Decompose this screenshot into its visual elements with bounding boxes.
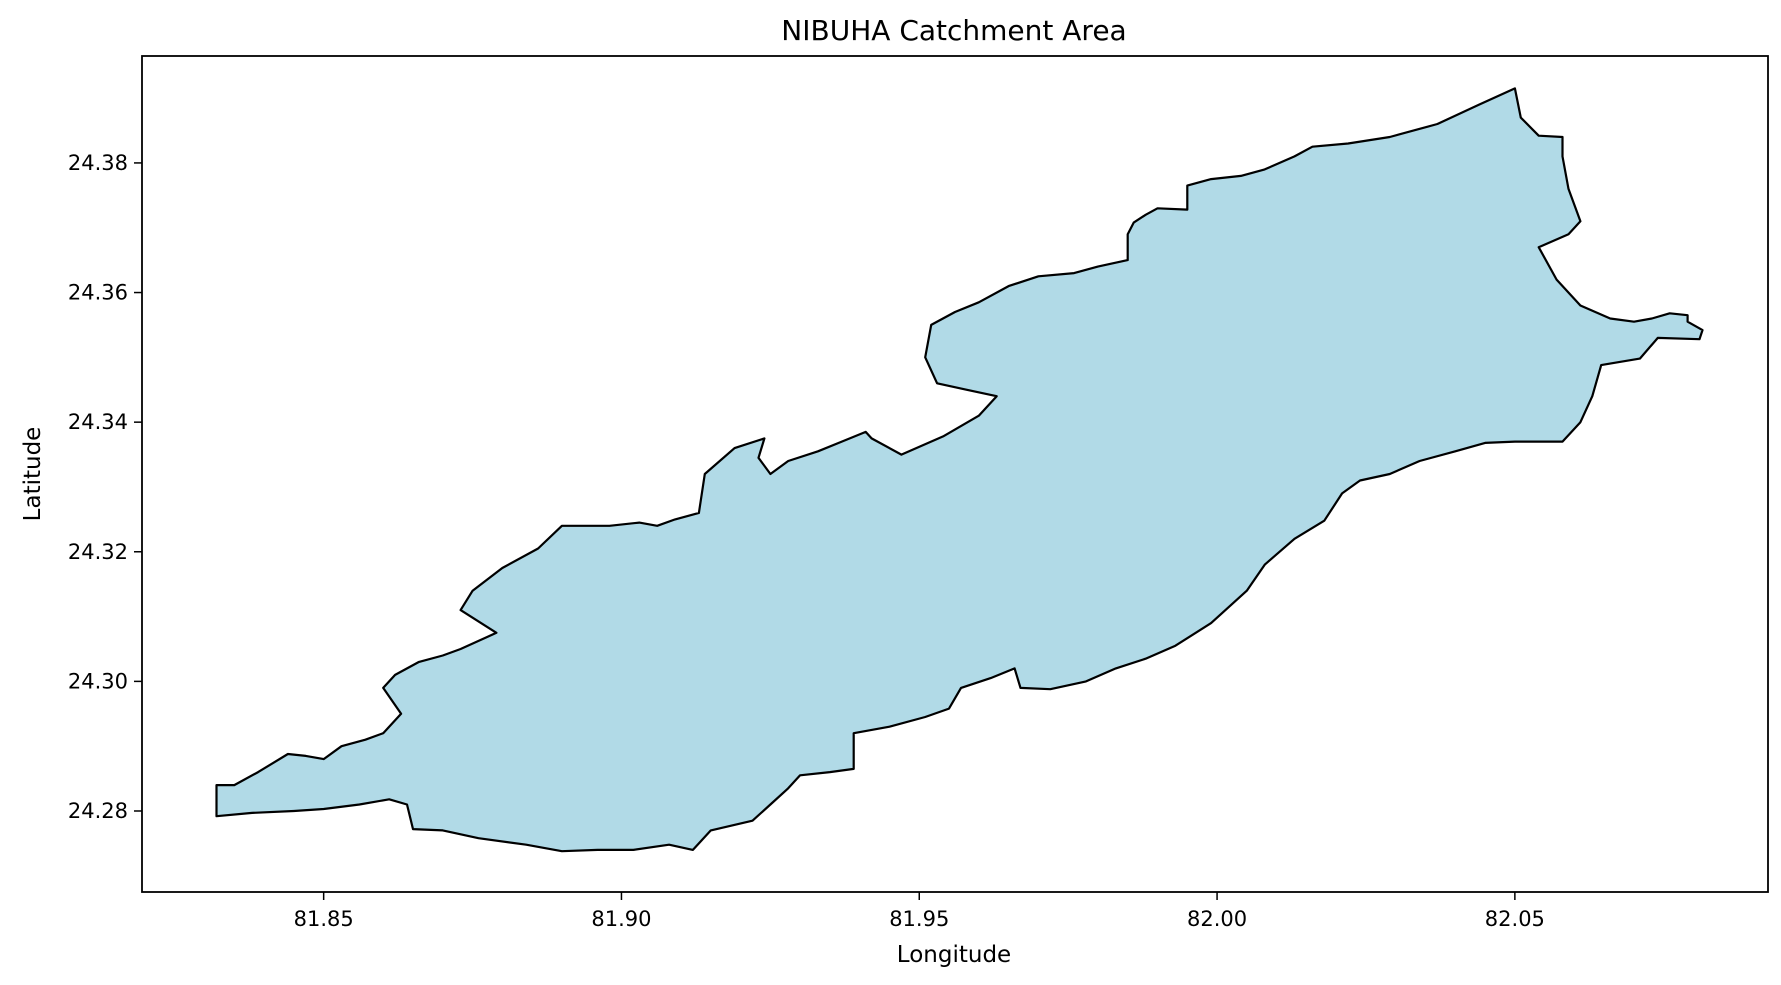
x-tick-label: 82.05 <box>1485 907 1545 931</box>
x-axis-ticks: 81.85 81.90 81.95 82.00 82.05 <box>294 892 1545 931</box>
x-tick-label: 81.90 <box>591 907 651 931</box>
x-tick-label: 82.00 <box>1187 907 1247 931</box>
x-axis-label: Longitude <box>897 942 1011 968</box>
chart-title: NIBUHA Catchment Area <box>781 14 1126 47</box>
plot-area-frame <box>141 55 1769 893</box>
y-tick-label: 24.34 <box>68 410 128 434</box>
y-axis-ticks: 24.28 24.30 24.32 24.34 24.36 24.38 <box>68 151 142 823</box>
y-tick-label: 24.36 <box>68 281 128 305</box>
x-tick-label: 81.95 <box>889 907 949 931</box>
y-tick-label: 24.28 <box>68 799 128 823</box>
y-tick-label: 24.38 <box>68 151 128 175</box>
catchment-area-polygon <box>215 87 1704 853</box>
y-axis-label: Latitude <box>20 427 46 522</box>
y-tick-label: 24.32 <box>68 540 128 564</box>
x-tick-label: 81.85 <box>294 907 354 931</box>
y-tick-label: 24.30 <box>68 669 128 693</box>
